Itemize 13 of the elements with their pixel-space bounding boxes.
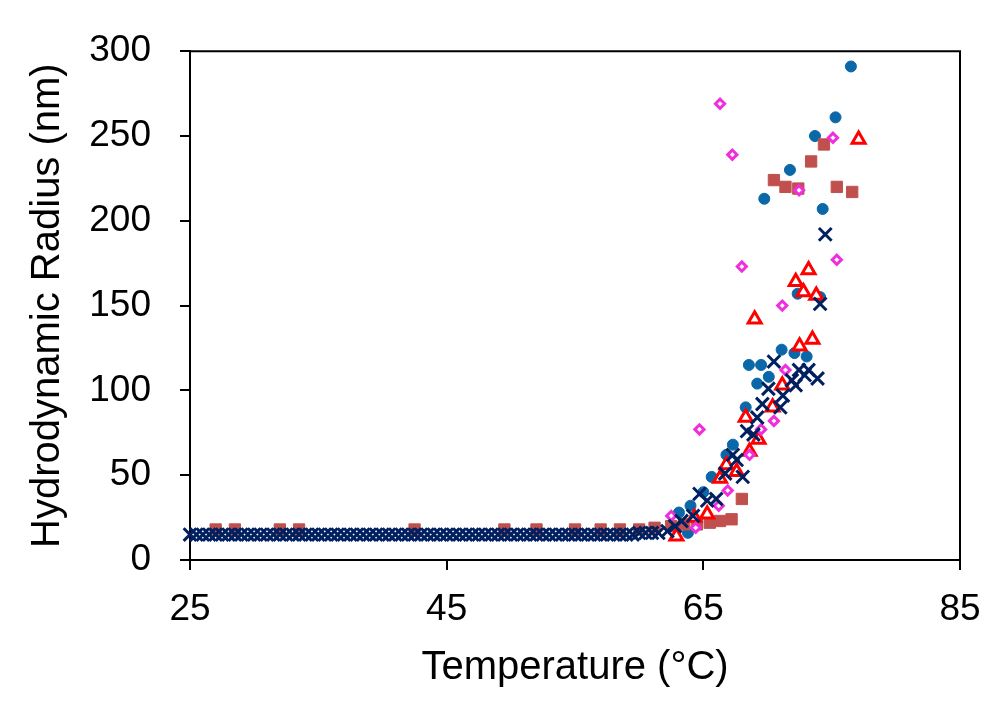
y-tick-label: 150 <box>89 282 151 324</box>
y-tick-label: 250 <box>89 113 151 155</box>
y-tick-label: 100 <box>89 367 151 409</box>
y-tick-label: 0 <box>130 537 151 579</box>
x-tick-label: 65 <box>682 587 724 629</box>
y-tick-label: 50 <box>109 452 151 494</box>
y-axis-title: Hydrodynamic Radius (nm) <box>23 63 68 548</box>
x-axis-title: Temperature (°C) <box>421 643 729 688</box>
y-tick-label: 300 <box>89 28 151 70</box>
y-tick-label: 200 <box>89 198 151 239</box>
x-tick-label: 45 <box>426 587 468 629</box>
x-tick-label: 25 <box>169 587 211 629</box>
x-tick-label: 85 <box>939 587 981 629</box>
